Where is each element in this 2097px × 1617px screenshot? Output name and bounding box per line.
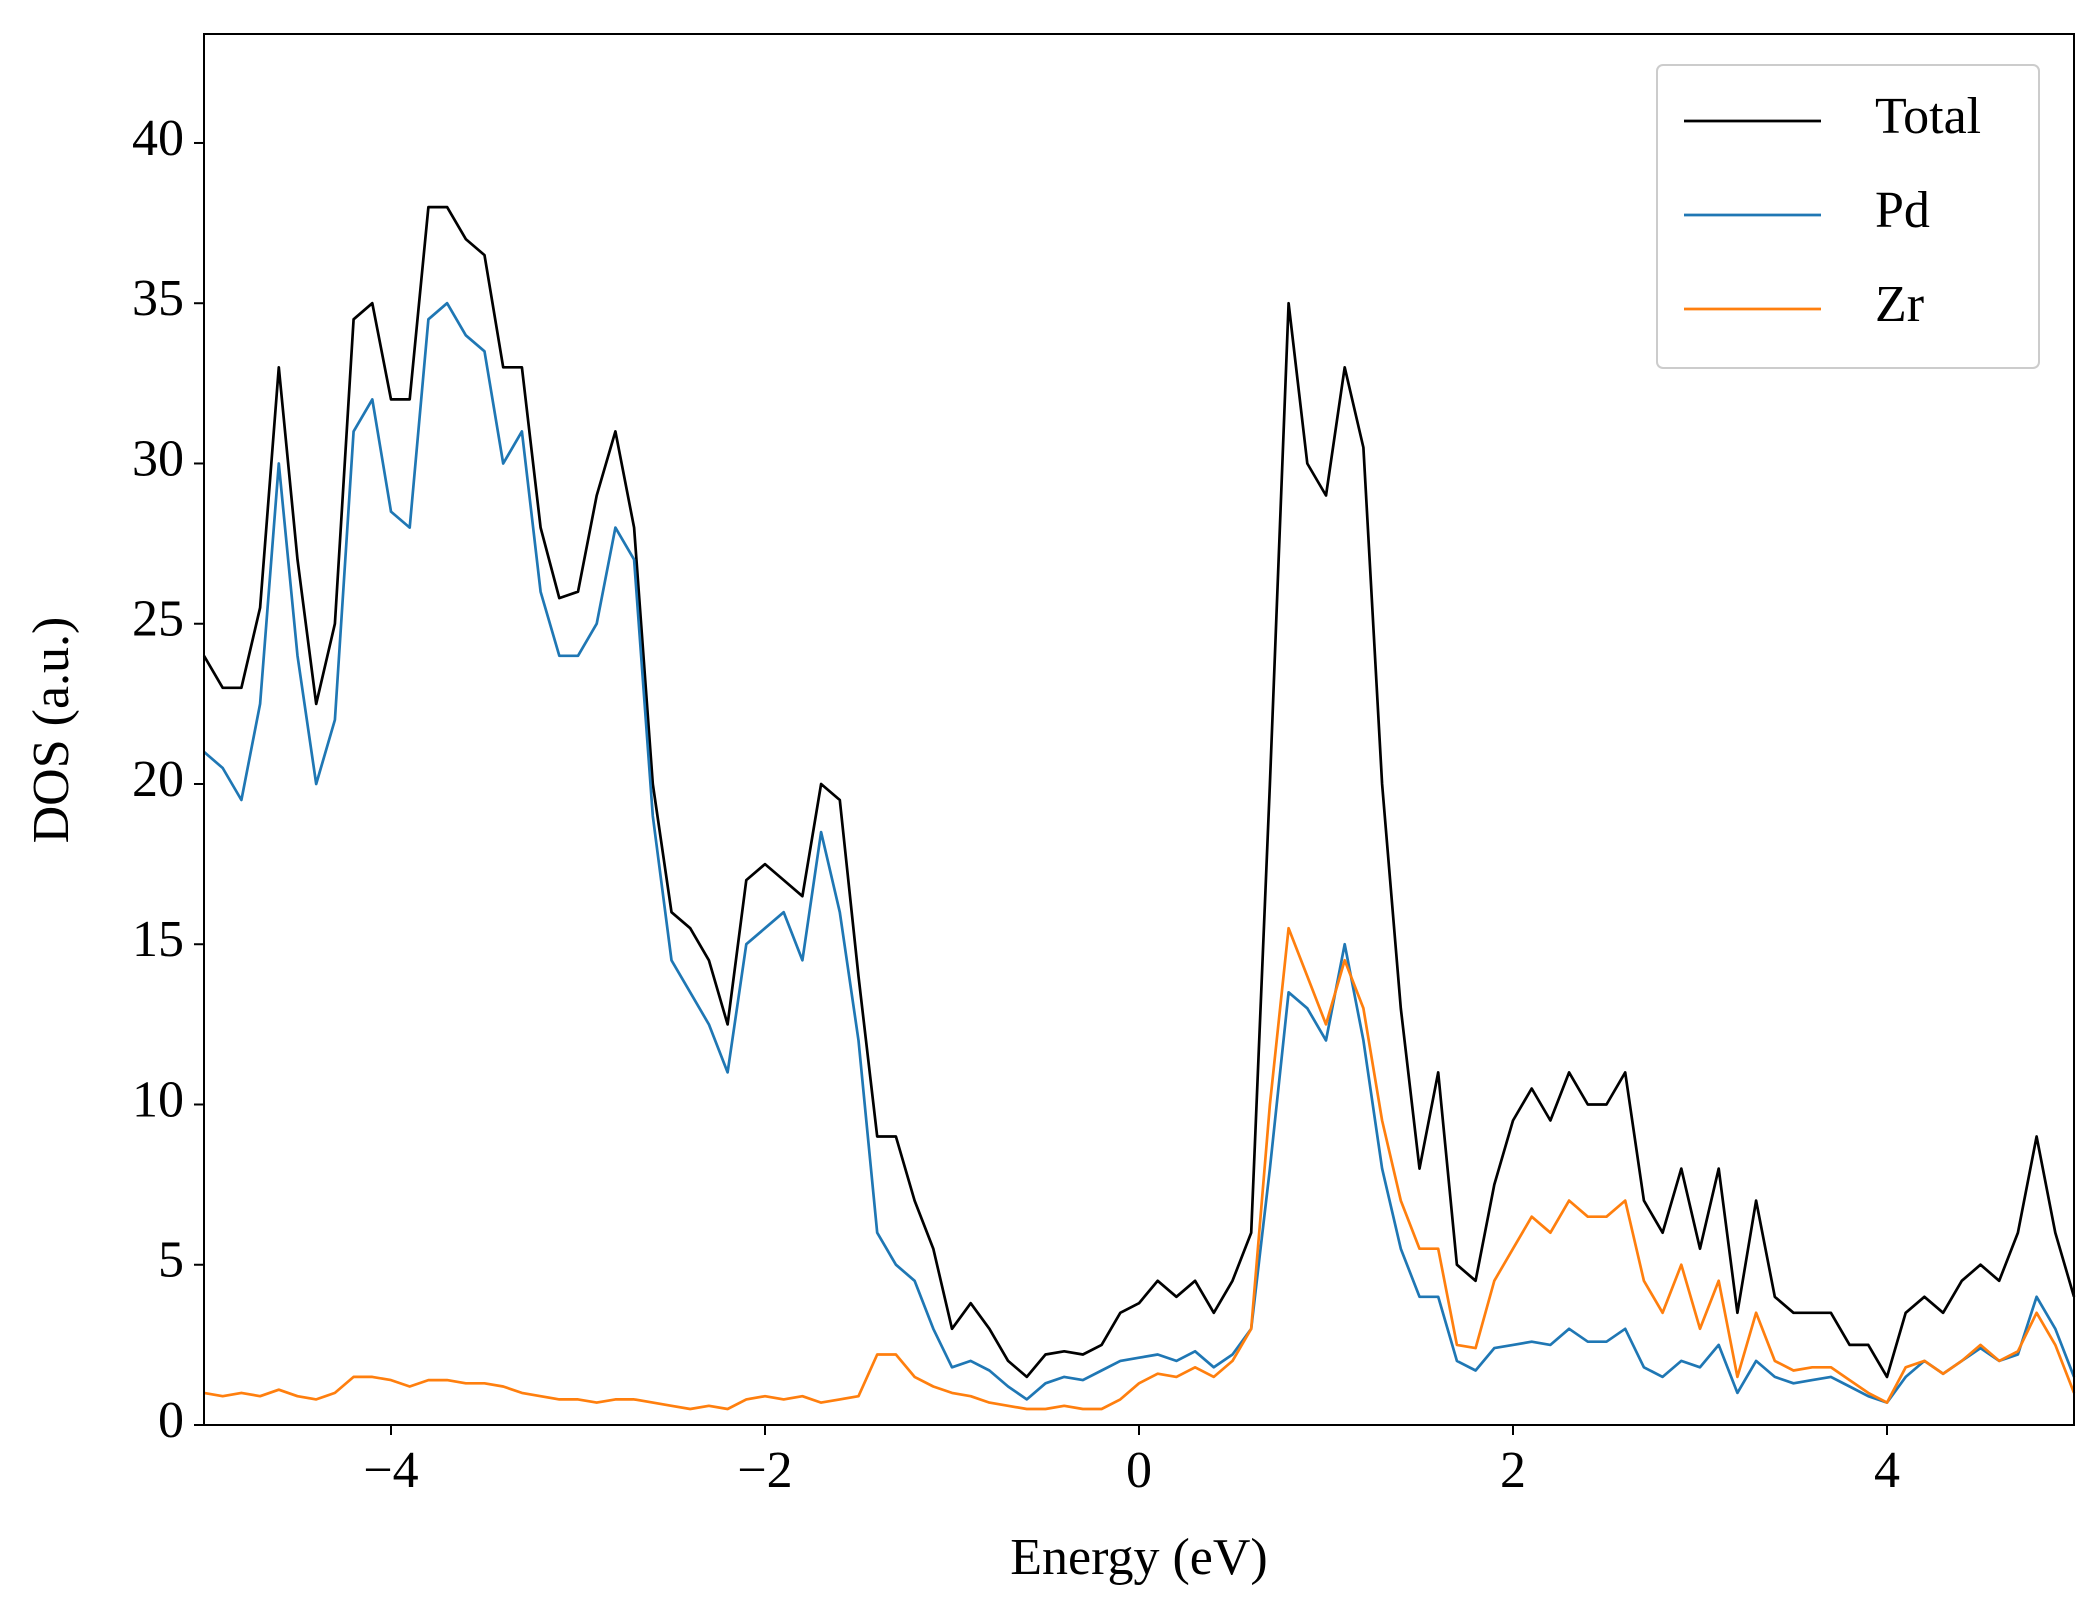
y-tick-label: 0 bbox=[158, 1392, 184, 1449]
y-tick-label: 10 bbox=[132, 1071, 184, 1128]
line-series bbox=[202, 205, 2076, 1379]
y-tick-label: 15 bbox=[132, 911, 184, 968]
y-tick-label: 20 bbox=[132, 751, 184, 808]
line-series bbox=[203, 301, 2076, 1404]
y-tick-label: 5 bbox=[158, 1232, 184, 1289]
x-tick-label: 0 bbox=[1126, 1442, 1152, 1499]
x-tick-label: 2 bbox=[1500, 1442, 1526, 1499]
plot-frame bbox=[203, 33, 2075, 1426]
y-tick-label: 40 bbox=[132, 110, 184, 167]
legend-label: Total bbox=[1875, 88, 1981, 145]
y-tick-label: 25 bbox=[132, 591, 184, 648]
legend-label: Pd bbox=[1875, 182, 1930, 239]
y-tick-label: 35 bbox=[132, 270, 184, 327]
x-axis-label: Energy (eV) bbox=[1010, 1529, 1268, 1586]
x-tick-label: −2 bbox=[737, 1442, 792, 1499]
line-series bbox=[203, 926, 2076, 1411]
x-tick-label: −4 bbox=[363, 1442, 418, 1499]
y-tick-label: 30 bbox=[132, 430, 184, 487]
legend-box bbox=[1656, 64, 2040, 369]
y-axis-label: DOS (a.u.) bbox=[23, 617, 80, 844]
x-tick-label: 4 bbox=[1874, 1442, 1900, 1499]
legend-label: Zr bbox=[1875, 276, 1924, 333]
